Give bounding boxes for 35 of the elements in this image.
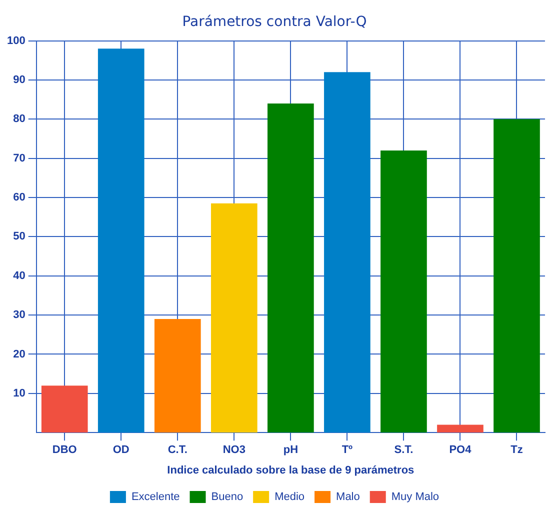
y-tick-label: 30: [13, 309, 26, 322]
y-tick-label: 10: [13, 387, 26, 400]
legend-label: Malo: [336, 491, 360, 504]
legend-label: Muy Malo: [391, 491, 440, 504]
x-tick-label: PO4: [449, 444, 472, 456]
bar: [494, 119, 540, 433]
x-tick-label: S.T.: [394, 444, 414, 456]
y-tick-label: 60: [13, 192, 26, 204]
x-tick-label: Tz: [510, 444, 524, 456]
y-tick-label: 100: [6, 34, 26, 47]
bar: [268, 103, 314, 433]
x-tick-label: OD: [112, 444, 130, 456]
y-tick-label: 80: [13, 113, 26, 126]
bar: [154, 318, 201, 433]
y-tick-label: 70: [13, 152, 26, 164]
x-axis-title: Indice calculado sobre la base de 9 parámetros: [167, 464, 414, 476]
x-tick-label: C.T.: [168, 444, 188, 456]
y-tick-label: 90: [13, 74, 26, 86]
bar: [437, 424, 484, 433]
bar: [380, 150, 427, 433]
legend-label: Excelente: [131, 491, 180, 504]
x-tick-label: DBO: [52, 444, 78, 456]
bar: [324, 72, 370, 433]
x-tick-label: Tº: [342, 444, 353, 456]
x-tick-label: pH: [283, 444, 298, 456]
y-tick-label: 20: [13, 348, 26, 360]
y-tick-label: 50: [13, 230, 26, 243]
y-tick-label: 40: [13, 270, 26, 282]
chart-subtitle: Parámetros contra Valor-Q: [182, 14, 367, 30]
bar: [41, 386, 88, 433]
legend-label: Medio: [274, 491, 305, 504]
x-tick-label: NO3: [222, 444, 246, 456]
bar: [210, 203, 258, 433]
legend-label: Bueno: [211, 491, 244, 504]
bar: [98, 48, 144, 433]
